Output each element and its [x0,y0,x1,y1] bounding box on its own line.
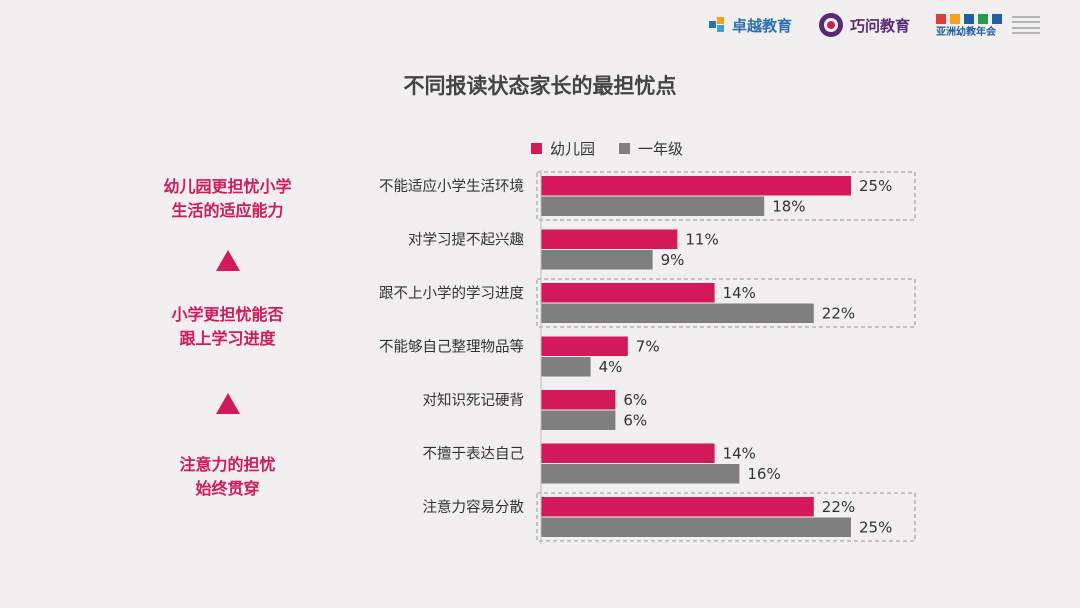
category-label: 注意力容易分散 [423,498,525,516]
data-label: 14% [723,445,756,463]
bar-kindergarten [541,283,715,303]
bar-kindergarten [541,229,678,249]
data-label: 18% [772,198,805,216]
data-label: 6% [623,412,647,430]
legend-swatch-grade1 [619,143,631,154]
category-label: 不擅于表达自己 [423,445,525,463]
data-label: 25% [859,177,892,195]
category-label: 不能够自己整理物品等 [379,338,524,356]
category-label: 不能适应小学生活环境 [379,177,524,195]
side-note-line: 注意力的担忧 [179,455,276,474]
bar-grade1 [541,303,814,323]
bar-grade1 [541,517,851,537]
bar-grade1 [541,196,765,216]
legend: 幼儿园 一年级 [531,138,683,159]
qiaowen-logo-text: 巧问教育 [849,16,910,35]
legend-item-kindergarten: 幼儿园 [531,138,595,159]
highlight-box [536,492,916,542]
bar-kindergarten [541,176,851,196]
bar-grade1 [541,410,616,430]
side-note-line: 跟上学习进度 [179,329,276,348]
data-label: 9% [661,251,685,269]
apeac-tagline-lines [1012,16,1040,34]
data-label: 4% [599,358,623,376]
apeac-subtitle: 亚洲幼教年会 [936,27,996,38]
side-note-kindergarten-worry: 幼儿园更担忧小学 生活的适应能力 [135,175,320,223]
side-note-attention-worry: 注意力的担忧 始终贯穿 [135,453,320,501]
legend-label-kindergarten: 幼儿园 [550,140,596,158]
apeac-logo: 亚洲幼教年会 [936,12,1040,38]
bar-kindergarten [541,443,715,463]
logo-bar: 卓越教育 巧问教育 亚洲幼教年会 [708,12,1040,38]
zhuoyue-logo-icon [708,17,724,32]
data-label: 22% [822,498,855,516]
side-note-line: 幼儿园更担忧小学 [163,177,292,196]
up-arrow-icon [216,393,240,414]
bar-kindergarten [541,390,616,410]
legend-label-grade1: 一年级 [638,140,684,158]
side-note-line: 生活的适应能力 [171,201,284,220]
bar-grade1 [541,250,653,270]
category-label: 对知识死记硬背 [423,392,525,409]
apeac-wordmark-icon [936,14,1002,24]
category-label: 跟不上小学的学习进度 [379,285,524,302]
legend-item-grade1: 一年级 [619,138,683,159]
chart-title: 不同报读状态家长的最担忧点 [403,74,677,98]
legend-swatch-kindergarten [531,143,542,154]
data-label: 16% [747,465,780,483]
highlight-box [536,171,916,221]
side-note-line: 始终贯穿 [195,479,260,498]
highlight-box [536,278,916,328]
data-label: 7% [636,338,660,356]
zhuoyue-logo-text: 卓越教育 [731,16,792,35]
up-arrow-icon [216,250,240,271]
bar-grade1 [541,464,740,484]
data-label: 6% [623,391,647,409]
data-label: 25% [859,519,892,537]
data-label: 11% [685,231,718,249]
data-label: 22% [822,305,855,323]
data-label: 14% [723,284,756,302]
zhuoyue-logo: 卓越教育 [708,15,792,36]
qiaowen-logo-icon [818,13,843,37]
bar-grade1 [541,357,591,377]
qiaowen-logo: 巧问教育 [818,12,910,38]
side-note-line: 小学更担忧能否 [171,305,284,324]
category-label: 对学习提不起兴趣 [408,232,524,249]
side-note-grade1-worry: 小学更担忧能否 跟上学习进度 [135,303,320,351]
bar-kindergarten [541,497,814,517]
bar-kindergarten [541,336,628,356]
